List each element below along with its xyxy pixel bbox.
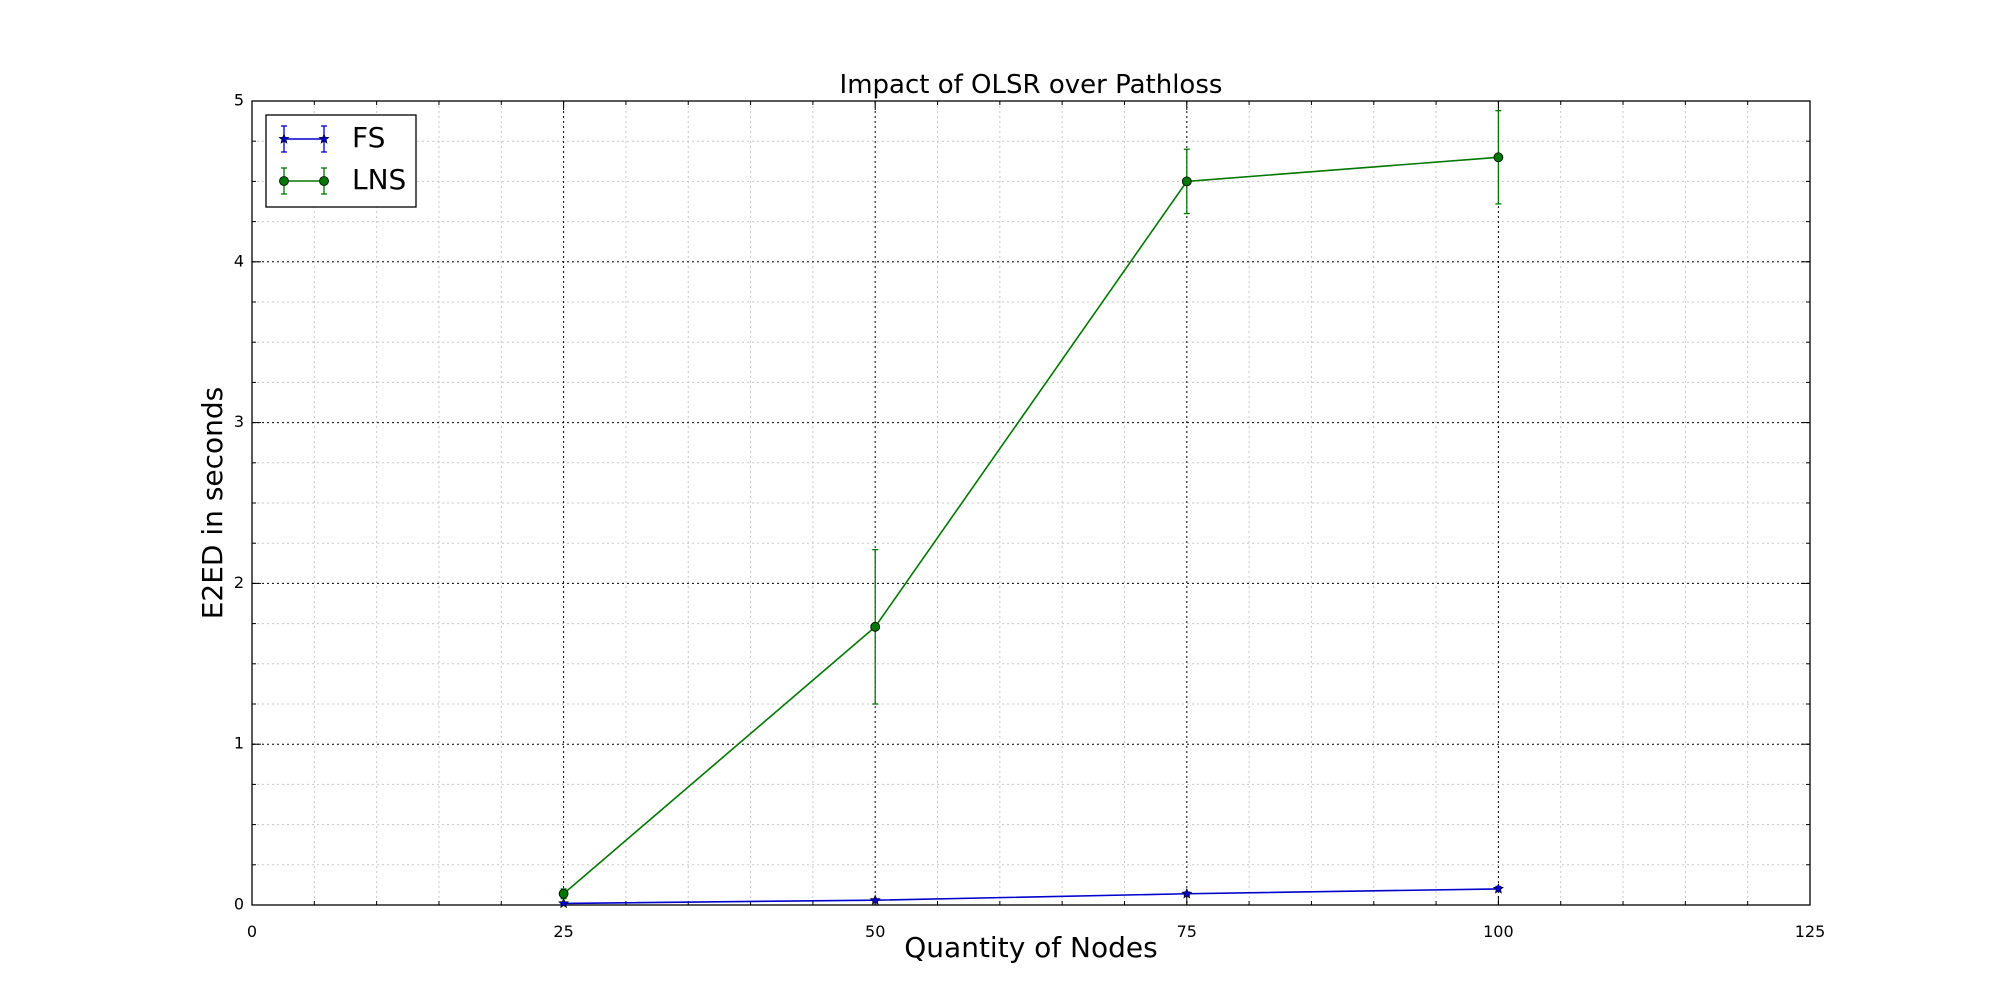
legend-marker: [318, 133, 330, 144]
y-tick-label: 3: [234, 412, 244, 431]
series-lns: [558, 109, 1504, 900]
series-line-lns: [563, 156, 1499, 895]
legend-label: FS: [352, 121, 385, 154]
axis-ticks: [251, 100, 1811, 906]
minor-grid: [252, 101, 1810, 905]
legend-marker: [319, 176, 329, 186]
x-tick-label: 50: [865, 922, 885, 941]
legend-marker: [279, 176, 289, 186]
series-line-fs: [563, 888, 1499, 905]
x-axis-label: Quantity of Nodes: [904, 931, 1157, 964]
y-tick-label: 1: [234, 734, 244, 753]
tick-labels: 0 25 50 75 100 125 0 1 2 3 4 5: [234, 91, 1825, 942]
data-point-fs: [558, 897, 570, 909]
x-tick-label: 25: [553, 922, 573, 941]
chart-title: Impact of OLSR over Pathloss: [840, 70, 1223, 100]
legend-label: LNS: [352, 163, 406, 196]
data-point-lns: [1493, 152, 1504, 163]
data-point-fs: [1492, 883, 1504, 894]
series-fs: [558, 883, 1504, 909]
legend-marker: [278, 133, 290, 144]
legend-item-fs: FS: [278, 121, 385, 154]
major-grid: [252, 101, 1810, 905]
legend: FS LNS: [265, 114, 417, 208]
y-axis-label: E2ED in seconds: [196, 387, 229, 620]
data-point-lns: [870, 621, 881, 632]
plot-area-frame: [251, 100, 1811, 906]
series-layer: [558, 109, 1504, 909]
data-point-lns: [1181, 176, 1192, 187]
data-point-fs: [869, 894, 881, 905]
data-point-lns: [558, 888, 569, 899]
x-tick-label: 75: [1177, 922, 1197, 941]
y-tick-label: 0: [234, 895, 244, 914]
x-tick-label: 125: [1795, 922, 1826, 941]
y-tick-label: 4: [234, 251, 244, 270]
x-tick-label: 0: [247, 922, 257, 941]
legend-item-lns: LNS: [279, 163, 406, 196]
x-tick-label: 100: [1483, 922, 1514, 941]
y-tick-label: 2: [234, 573, 244, 592]
data-point-fs: [1181, 887, 1193, 899]
legend-box: [265, 114, 417, 208]
y-tick-label: 5: [234, 91, 244, 110]
